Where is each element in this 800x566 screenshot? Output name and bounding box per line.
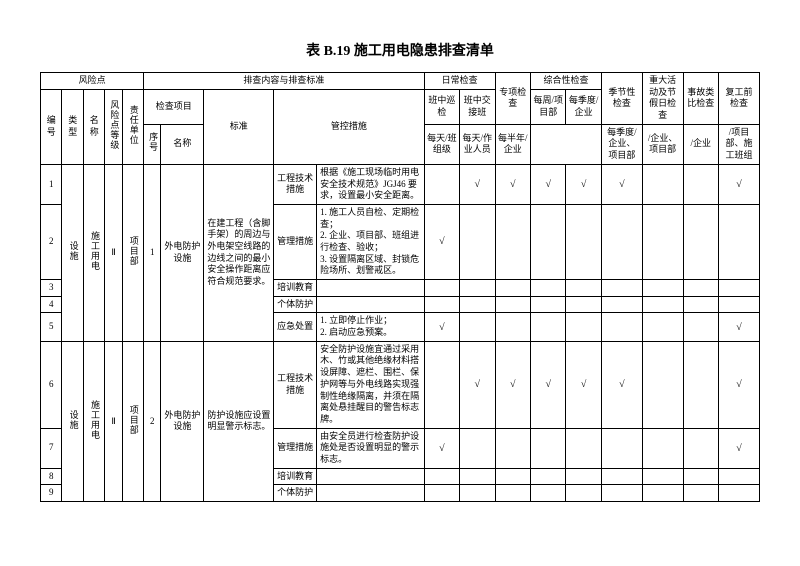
row-seq: 8 bbox=[41, 468, 62, 485]
hdr-daily-check: 日常检查 bbox=[424, 73, 495, 90]
hdr-patrol-day: 班中巡检 bbox=[424, 89, 459, 124]
hdr-standard: 标准 bbox=[204, 89, 274, 164]
row-seq: 1 bbox=[41, 164, 62, 204]
row-seq: 6 bbox=[41, 341, 62, 428]
hdr-risk-level: 风险点等级 bbox=[105, 89, 122, 164]
hdr-daily-team: 每天/班组级 bbox=[424, 124, 459, 164]
hdr-check-item: 检查项目 bbox=[144, 89, 204, 124]
hazard-checklist-table: 风险点 排查内容与排查标准 日常检查 专项检查 综合性检查 季节性检查 重大活动… bbox=[40, 72, 760, 502]
hdr-enterprise: /企业 bbox=[683, 124, 718, 164]
hdr-ent-pm: /企业、项目部 bbox=[642, 124, 683, 164]
hdr-resp-unit: 责任单位 bbox=[122, 89, 144, 164]
row-seq: 7 bbox=[41, 428, 62, 468]
row-seq: 5 bbox=[41, 313, 62, 341]
hdr-comprehensive: 综合性检查 bbox=[530, 73, 601, 90]
hdr-half-year: 每半年/企业 bbox=[495, 124, 530, 164]
row-seq: 3 bbox=[41, 280, 62, 297]
page-title: 表 B.19 施工用电隐患排查清单 bbox=[40, 40, 760, 60]
hdr-patrol-handover: 班中交接班 bbox=[460, 89, 495, 124]
hdr-control-measure: 管控措施 bbox=[274, 89, 424, 164]
hdr-type: 类型 bbox=[62, 89, 83, 164]
hdr-pm-team: /项目部、施工班组 bbox=[719, 124, 760, 164]
hdr-seasonal-ent: 每季度/企业 bbox=[566, 89, 601, 124]
hdr-seasonal: 季节性检查 bbox=[601, 73, 642, 125]
hdr-item-name: 名称 bbox=[161, 124, 204, 164]
hdr-major-activity: 重大活动及节假日检查 bbox=[642, 73, 683, 125]
hdr-item-seq: 序号 bbox=[144, 124, 161, 164]
hdr-daily-person: 每天/作业人员 bbox=[460, 124, 495, 164]
row-seq: 4 bbox=[41, 296, 62, 313]
hdr-pre-resume: 复工前检查 bbox=[719, 73, 760, 125]
row-seq: 9 bbox=[41, 485, 62, 502]
hdr-accident: 事故类比检查 bbox=[683, 73, 718, 125]
hdr-seq: 编号 bbox=[41, 89, 62, 164]
hdr-quarterly-pm: 每季度/企业、项目部 bbox=[601, 124, 642, 164]
row-seq: 2 bbox=[41, 204, 62, 279]
hdr-risk-point: 风险点 bbox=[41, 73, 144, 90]
hdr-special-check: 专项检查 bbox=[495, 73, 530, 125]
hdr-weekly-pm: 每周/项目部 bbox=[530, 89, 565, 124]
hdr-name: 名称 bbox=[83, 89, 104, 164]
hdr-content-std: 排查内容与排查标准 bbox=[144, 73, 424, 90]
